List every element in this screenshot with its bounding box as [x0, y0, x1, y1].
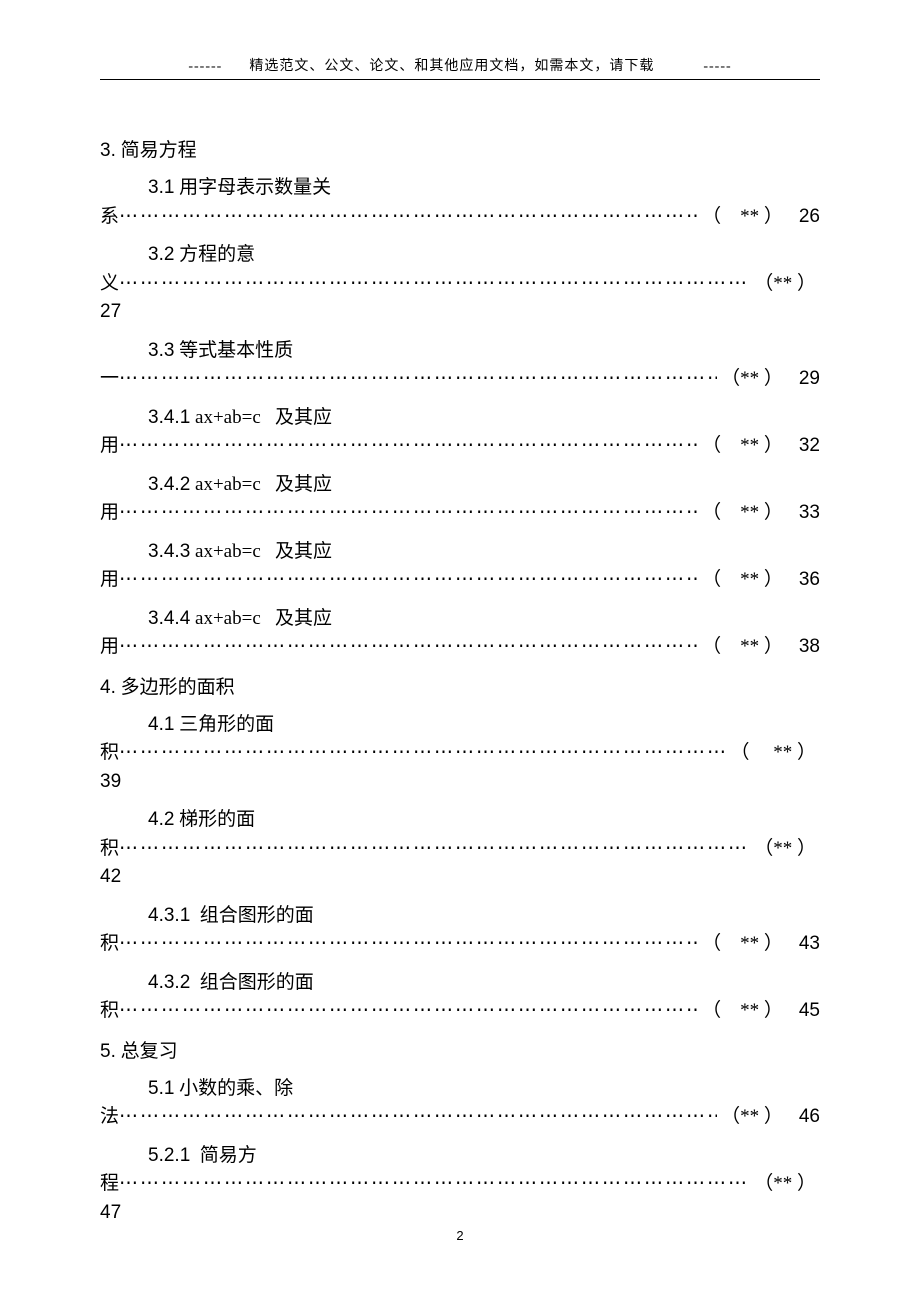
toc-entry-leader: 义⋯⋯⋯⋯⋯⋯⋯⋯⋯⋯⋯⋯⋯⋯⋯⋯⋯⋯⋯⋯⋯⋯⋯⋯⋯⋯⋯⋯⋯⋯⋯⋯⋯⋯⋯⋯⋯⋯⋯… — [100, 270, 820, 299]
toc-page-number: 33 — [787, 499, 820, 528]
toc-entry: 3.4.4 ax+ab=c 及其应用⋯⋯⋯⋯⋯⋯⋯⋯⋯⋯⋯⋯⋯⋯⋯⋯⋯⋯⋯⋯⋯⋯… — [100, 605, 820, 662]
toc-entry-title: 3.4.2 ax+ab=c 及其应 — [100, 471, 820, 500]
toc-marker: （ ** ） — [698, 203, 787, 232]
toc-page-number: 43 — [787, 930, 820, 959]
toc-page-number: 47 — [100, 1199, 820, 1228]
toc-entry-title: 5.1 小数的乘、除 — [100, 1075, 820, 1104]
toc-entry-title: 3.1 用字母表示数量关 — [100, 174, 820, 203]
header-suffix: ----- — [703, 59, 731, 74]
toc-marker: （** ） — [750, 835, 820, 864]
toc-page-number: 38 — [787, 633, 820, 662]
toc-entry: 3.1 用字母表示数量关系⋯⋯⋯⋯⋯⋯⋯⋯⋯⋯⋯⋯⋯⋯⋯⋯⋯⋯⋯⋯⋯⋯⋯⋯⋯⋯⋯… — [100, 174, 820, 231]
toc-entry-leader: 用⋯⋯⋯⋯⋯⋯⋯⋯⋯⋯⋯⋯⋯⋯⋯⋯⋯⋯⋯⋯⋯⋯⋯⋯⋯⋯⋯⋯⋯⋯⋯⋯⋯⋯⋯⋯⋯⋯⋯… — [100, 633, 820, 662]
toc-page-number: 26 — [787, 203, 820, 232]
toc-marker: （** ） — [750, 1170, 820, 1199]
toc-entry: 4.3.1 组合图形的面积⋯⋯⋯⋯⋯⋯⋯⋯⋯⋯⋯⋯⋯⋯⋯⋯⋯⋯⋯⋯⋯⋯⋯⋯⋯⋯⋯… — [100, 902, 820, 959]
toc-entry-leader: 系⋯⋯⋯⋯⋯⋯⋯⋯⋯⋯⋯⋯⋯⋯⋯⋯⋯⋯⋯⋯⋯⋯⋯⋯⋯⋯⋯⋯⋯⋯⋯⋯⋯⋯⋯⋯⋯⋯⋯… — [100, 203, 820, 232]
header-rule — [100, 79, 820, 80]
toc-entry: 3.4.1 ax+ab=c 及其应用⋯⋯⋯⋯⋯⋯⋯⋯⋯⋯⋯⋯⋯⋯⋯⋯⋯⋯⋯⋯⋯⋯… — [100, 404, 820, 461]
toc-entry-leader: 程⋯⋯⋯⋯⋯⋯⋯⋯⋯⋯⋯⋯⋯⋯⋯⋯⋯⋯⋯⋯⋯⋯⋯⋯⋯⋯⋯⋯⋯⋯⋯⋯⋯⋯⋯⋯⋯⋯⋯… — [100, 1170, 820, 1199]
toc-entry-title: 4.3.1 组合图形的面 — [100, 902, 820, 931]
toc-entry-title: 3.4.3 ax+ab=c 及其应 — [100, 538, 820, 567]
toc-entry-leader: 积⋯⋯⋯⋯⋯⋯⋯⋯⋯⋯⋯⋯⋯⋯⋯⋯⋯⋯⋯⋯⋯⋯⋯⋯⋯⋯⋯⋯⋯⋯⋯⋯⋯⋯⋯⋯⋯⋯⋯… — [100, 739, 820, 768]
page-footer: 2 — [0, 1228, 920, 1243]
toc-entry-title: 3.4.1 ax+ab=c 及其应 — [100, 404, 820, 433]
toc-entry-title: 3.3 等式基本性质 — [100, 337, 820, 366]
toc-content: 3. 简易方程 3.1 用字母表示数量关系⋯⋯⋯⋯⋯⋯⋯⋯⋯⋯⋯⋯⋯⋯⋯⋯⋯⋯⋯⋯… — [100, 135, 820, 1227]
toc-entry: 3.4.3 ax+ab=c 及其应用⋯⋯⋯⋯⋯⋯⋯⋯⋯⋯⋯⋯⋯⋯⋯⋯⋯⋯⋯⋯⋯⋯… — [100, 538, 820, 595]
page-number: 2 — [456, 1228, 463, 1243]
header-text: 精选范文、公文、论文、和其他应用文档，如需本文，请下载 — [249, 59, 654, 74]
section-heading: 3. 简易方程 — [100, 135, 820, 162]
toc-entry-title: 4.1 三角形的面 — [100, 711, 820, 740]
toc-entry: 4.2 梯形的面积⋯⋯⋯⋯⋯⋯⋯⋯⋯⋯⋯⋯⋯⋯⋯⋯⋯⋯⋯⋯⋯⋯⋯⋯⋯⋯⋯⋯⋯⋯⋯… — [100, 806, 820, 892]
toc-marker: （** ） — [717, 1103, 787, 1132]
toc-entry: 3.3 等式基本性质一⋯⋯⋯⋯⋯⋯⋯⋯⋯⋯⋯⋯⋯⋯⋯⋯⋯⋯⋯⋯⋯⋯⋯⋯⋯⋯⋯⋯⋯… — [100, 337, 820, 394]
toc-entry-leader: 积⋯⋯⋯⋯⋯⋯⋯⋯⋯⋯⋯⋯⋯⋯⋯⋯⋯⋯⋯⋯⋯⋯⋯⋯⋯⋯⋯⋯⋯⋯⋯⋯⋯⋯⋯⋯⋯⋯⋯… — [100, 930, 820, 959]
toc-entry-title: 5.2.1 简易方 — [100, 1142, 820, 1171]
toc-page-number: 29 — [787, 365, 820, 394]
toc-entry-leader: 法⋯⋯⋯⋯⋯⋯⋯⋯⋯⋯⋯⋯⋯⋯⋯⋯⋯⋯⋯⋯⋯⋯⋯⋯⋯⋯⋯⋯⋯⋯⋯⋯⋯⋯⋯⋯⋯⋯⋯… — [100, 1103, 820, 1132]
toc-marker: （ ** ） — [698, 432, 787, 461]
toc-entry-leader: 用⋯⋯⋯⋯⋯⋯⋯⋯⋯⋯⋯⋯⋯⋯⋯⋯⋯⋯⋯⋯⋯⋯⋯⋯⋯⋯⋯⋯⋯⋯⋯⋯⋯⋯⋯⋯⋯⋯⋯… — [100, 432, 820, 461]
toc-marker: （ ** ） — [726, 739, 820, 768]
toc-entry: 3.2 方程的意义⋯⋯⋯⋯⋯⋯⋯⋯⋯⋯⋯⋯⋯⋯⋯⋯⋯⋯⋯⋯⋯⋯⋯⋯⋯⋯⋯⋯⋯⋯⋯… — [100, 241, 820, 327]
toc-entry-title: 3.4.4 ax+ab=c 及其应 — [100, 605, 820, 634]
toc-entry-title: 3.2 方程的意 — [100, 241, 820, 270]
header-prefix: ------ — [188, 59, 222, 74]
toc-page-number: 42 — [100, 863, 820, 892]
toc-entry-leader: 一⋯⋯⋯⋯⋯⋯⋯⋯⋯⋯⋯⋯⋯⋯⋯⋯⋯⋯⋯⋯⋯⋯⋯⋯⋯⋯⋯⋯⋯⋯⋯⋯⋯⋯⋯⋯⋯⋯⋯… — [100, 365, 820, 394]
toc-marker: （ ** ） — [698, 499, 787, 528]
toc-page-number: 39 — [100, 768, 820, 797]
toc-marker: （ ** ） — [698, 633, 787, 662]
toc-entry: 3.4.2 ax+ab=c 及其应用⋯⋯⋯⋯⋯⋯⋯⋯⋯⋯⋯⋯⋯⋯⋯⋯⋯⋯⋯⋯⋯⋯… — [100, 471, 820, 528]
toc-entry-leader: 用⋯⋯⋯⋯⋯⋯⋯⋯⋯⋯⋯⋯⋯⋯⋯⋯⋯⋯⋯⋯⋯⋯⋯⋯⋯⋯⋯⋯⋯⋯⋯⋯⋯⋯⋯⋯⋯⋯⋯… — [100, 566, 820, 595]
toc-page-number: 45 — [787, 997, 820, 1026]
toc-entry: 5.1 小数的乘、除法⋯⋯⋯⋯⋯⋯⋯⋯⋯⋯⋯⋯⋯⋯⋯⋯⋯⋯⋯⋯⋯⋯⋯⋯⋯⋯⋯⋯⋯… — [100, 1075, 820, 1132]
toc-entry-title: 4.3.2 组合图形的面 — [100, 969, 820, 998]
toc-entry-leader: 积⋯⋯⋯⋯⋯⋯⋯⋯⋯⋯⋯⋯⋯⋯⋯⋯⋯⋯⋯⋯⋯⋯⋯⋯⋯⋯⋯⋯⋯⋯⋯⋯⋯⋯⋯⋯⋯⋯⋯… — [100, 835, 820, 864]
toc-marker: （ ** ） — [698, 997, 787, 1026]
toc-page-number: 36 — [787, 566, 820, 595]
toc-entry: 4.3.2 组合图形的面积⋯⋯⋯⋯⋯⋯⋯⋯⋯⋯⋯⋯⋯⋯⋯⋯⋯⋯⋯⋯⋯⋯⋯⋯⋯⋯⋯… — [100, 969, 820, 1026]
toc-marker: （ ** ） — [698, 930, 787, 959]
toc-marker: （ ** ） — [698, 566, 787, 595]
toc-entry-title: 4.2 梯形的面 — [100, 806, 820, 835]
toc-page-number: 32 — [787, 432, 820, 461]
document-page: ------ 精选范文、公文、论文、和其他应用文档，如需本文，请下载 -----… — [0, 0, 920, 1303]
section-heading: 5. 总复习 — [100, 1036, 820, 1063]
section-heading: 4. 多边形的面积 — [100, 672, 820, 699]
toc-entry-leader: 用⋯⋯⋯⋯⋯⋯⋯⋯⋯⋯⋯⋯⋯⋯⋯⋯⋯⋯⋯⋯⋯⋯⋯⋯⋯⋯⋯⋯⋯⋯⋯⋯⋯⋯⋯⋯⋯⋯⋯… — [100, 499, 820, 528]
toc-marker: （** ） — [750, 270, 820, 299]
toc-entry: 5.2.1 简易方程⋯⋯⋯⋯⋯⋯⋯⋯⋯⋯⋯⋯⋯⋯⋯⋯⋯⋯⋯⋯⋯⋯⋯⋯⋯⋯⋯⋯⋯⋯… — [100, 1142, 820, 1228]
toc-page-number: 27 — [100, 298, 820, 327]
toc-entry-leader: 积⋯⋯⋯⋯⋯⋯⋯⋯⋯⋯⋯⋯⋯⋯⋯⋯⋯⋯⋯⋯⋯⋯⋯⋯⋯⋯⋯⋯⋯⋯⋯⋯⋯⋯⋯⋯⋯⋯⋯… — [100, 997, 820, 1026]
toc-marker: （** ） — [717, 365, 787, 394]
page-header: ------ 精选范文、公文、论文、和其他应用文档，如需本文，请下载 ----- — [100, 55, 820, 79]
toc-entry: 4.1 三角形的面积⋯⋯⋯⋯⋯⋯⋯⋯⋯⋯⋯⋯⋯⋯⋯⋯⋯⋯⋯⋯⋯⋯⋯⋯⋯⋯⋯⋯⋯⋯… — [100, 711, 820, 797]
toc-page-number: 46 — [787, 1103, 820, 1132]
